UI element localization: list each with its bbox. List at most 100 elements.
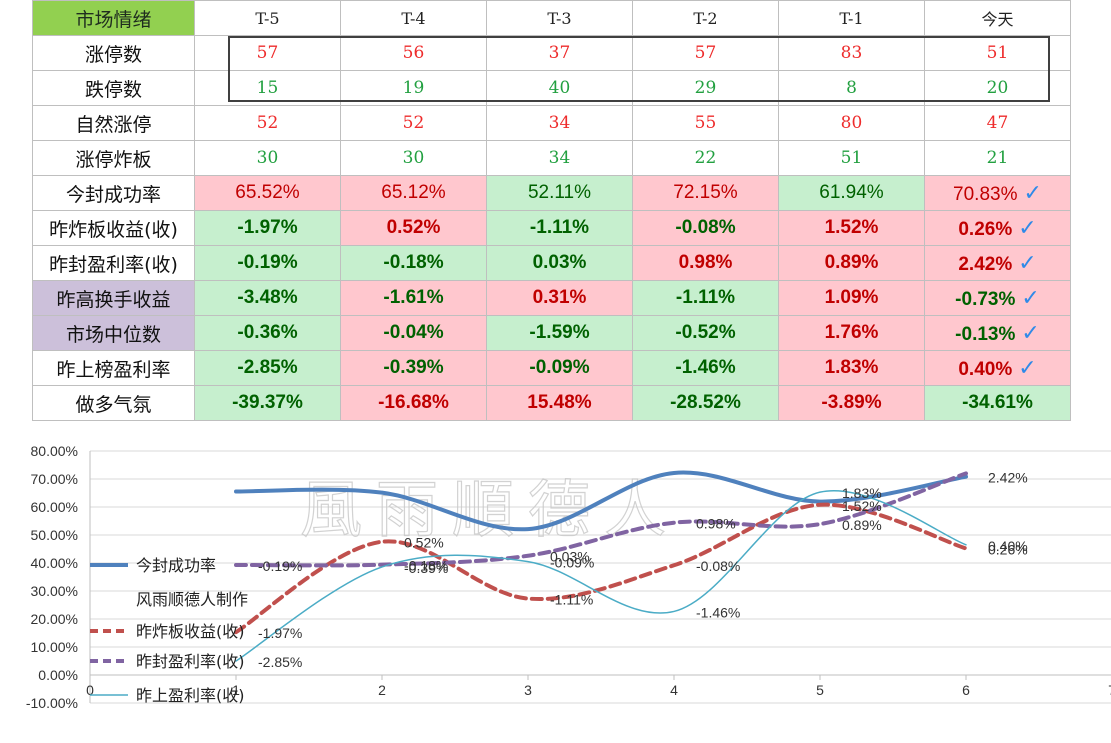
table-cell: -0.13% ✓ [924, 315, 1071, 351]
cell-value: 1.83% [824, 357, 879, 378]
cell-value: 56 [402, 43, 425, 63]
cell-value: 0.52% [386, 217, 441, 238]
table-cell: -0.39% [340, 350, 487, 386]
legend-label: 昨炸板收益(收) [136, 622, 245, 641]
header-cell: T-3 [486, 0, 633, 36]
cell-value: 1.52% [824, 217, 879, 238]
table-cell: 52 [194, 105, 341, 141]
row-label: 涨停数 [32, 35, 195, 71]
table-cell: 72.15% [632, 175, 779, 211]
cell-value: -3.89% [821, 392, 882, 413]
table-cell: -3.89% [778, 385, 925, 421]
table-row: 涨停数 57 56 37 57 83 51 [32, 35, 1071, 71]
cell-value: 37 [548, 43, 571, 63]
cell-value: 21 [986, 148, 1009, 168]
cell-value: 47 [986, 113, 1009, 133]
x-tick-label: 7 [1108, 682, 1111, 698]
data-label: -1.97% [258, 625, 302, 641]
cell-value: 15.48% [527, 392, 592, 413]
cell-value: 55 [694, 113, 717, 133]
table-cell: 0.40% ✓ [924, 350, 1071, 386]
row-label: 昨炸板收益(收) [32, 210, 195, 246]
chart-series [234, 470, 968, 662]
table-cell: 1.76% [778, 315, 925, 351]
cell-value: 52.11% [527, 182, 592, 203]
table-cell: -1.97% [194, 210, 341, 246]
x-tick-label: 1 [232, 682, 240, 698]
table-cell: -0.36% [194, 315, 341, 351]
cell-value: 40 [548, 78, 571, 98]
table-cell: -0.18% [340, 245, 487, 281]
checkmark-icon: ✓ [1018, 250, 1037, 275]
table-row: 跌停数 15 19 40 29 8 20 [32, 70, 1071, 106]
cell-value: 0.26% [958, 219, 1013, 240]
table-cell: 55 [632, 105, 779, 141]
data-label: -0.39% [404, 560, 448, 576]
cell-value: 0.40% [958, 359, 1013, 380]
y-tick-label: 20.00% [31, 611, 78, 627]
data-label: -2.85% [258, 654, 302, 670]
cell-value: 70.83% [953, 184, 1018, 205]
header-cell: T-5 [194, 0, 341, 36]
row-label: 涨停炸板 [32, 140, 195, 176]
y-tick-label: 40.00% [31, 555, 78, 571]
data-label: -0.08% [696, 558, 740, 574]
cell-value: 1.09% [824, 287, 879, 308]
row-label: 自然涨停 [32, 105, 195, 141]
row-label: 今封成功率 [32, 175, 195, 211]
row-label: 市场中位数 [32, 315, 195, 351]
y-tick-label: -10.00% [26, 695, 78, 711]
cell-value: 0.89% [824, 252, 879, 273]
cell-value: 80 [840, 113, 863, 133]
cell-value: 72.15% [673, 182, 738, 203]
market-sentiment-table: 市场情绪 T-5 T-4 T-3 T-2 T-1 今天 涨停数 57 56 37 57 83 51 跌停数 1… [32, 0, 1071, 421]
table-cell: 0.31% [486, 280, 633, 316]
cell-value: 19 [402, 78, 425, 98]
cell-value: -34.61% [962, 392, 1033, 413]
cell-value: 51 [986, 43, 1009, 63]
y-tick-label: 60.00% [31, 499, 78, 515]
data-label: 0.52% [404, 535, 444, 551]
table-cell: 0.26% ✓ [924, 210, 1071, 246]
data-label: 1.83% [842, 485, 882, 501]
cell-value: -0.18% [383, 252, 444, 273]
data-label: 0.89% [842, 517, 882, 533]
row-label: 做多气氛 [32, 385, 195, 421]
table-row: 昨炸板收益(收) -1.97% 0.52% -1.11% -0.08% 1.52% 0.26… [32, 210, 1071, 246]
cell-value: 30 [402, 148, 425, 168]
cell-value: -0.09% [529, 357, 590, 378]
table-row: 昨高换手收益 -3.48% -1.61% 0.31% -1.11% 1.09% -0.73%… [32, 280, 1071, 316]
y-tick-label: 30.00% [31, 583, 78, 599]
table-cell: 15.48% [486, 385, 633, 421]
cell-value: 0.98% [678, 252, 733, 273]
table-cell: 29 [632, 70, 779, 106]
table-cell: -16.68% [340, 385, 487, 421]
legend-label: 昨封盈利率(收) [136, 652, 245, 671]
y-tick-label: 50.00% [31, 527, 78, 543]
cell-value: -1.11% [529, 217, 590, 238]
table-cell: 57 [632, 35, 779, 71]
cell-value: 34 [548, 113, 571, 133]
table-cell: 47 [924, 105, 1071, 141]
header-corner-cell: 市场情绪 [32, 0, 195, 36]
cell-value: -1.59% [529, 322, 590, 343]
cell-value: 34 [548, 148, 571, 168]
table-row: 昨上榜盈利率 -2.85% -0.39% -0.09% -1.46% 1.83% 0.40%… [32, 350, 1071, 386]
header-cell: 今天 [924, 0, 1071, 36]
cell-value: 52 [402, 113, 425, 133]
cell-value: -28.52% [670, 392, 741, 413]
table-cell: 0.98% [632, 245, 779, 281]
table-cell: 83 [778, 35, 925, 71]
cell-value: -0.36% [237, 322, 298, 343]
cell-value: -0.13% [955, 324, 1016, 345]
table-cell: 56 [340, 35, 487, 71]
cell-value: 22 [694, 148, 717, 168]
row-label: 昨高换手收益 [32, 280, 195, 316]
cell-value: -1.11% [675, 287, 736, 308]
table-cell: -1.59% [486, 315, 633, 351]
y-tick-label: 10.00% [31, 639, 78, 655]
table-cell: 1.83% [778, 350, 925, 386]
chart-axes: 80.00%70.00%60.00%50.00%40.00%30.00%20.0… [26, 443, 1111, 711]
cell-value: -39.37% [232, 392, 303, 413]
table-cell: -39.37% [194, 385, 341, 421]
